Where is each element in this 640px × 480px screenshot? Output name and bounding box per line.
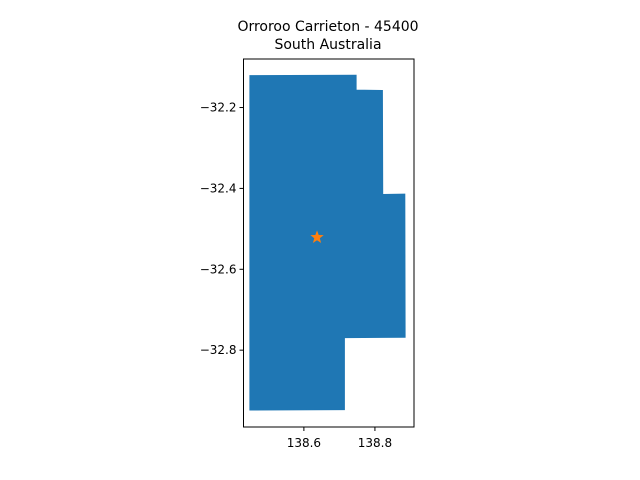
y-tick-label: −32.8: [200, 343, 237, 357]
x-tick-label: 138.8: [358, 436, 392, 450]
chart-title-line-1: Orroroo Carrieton - 45400: [237, 19, 418, 35]
y-axis: −32.2 −32.4 −32.6 −32.8: [200, 101, 244, 357]
y-tick-label: −32.2: [200, 101, 237, 115]
plot-area: [249, 74, 406, 411]
y-tick-label: −32.4: [200, 181, 237, 195]
centroid-star-marker: [310, 230, 324, 243]
y-tick-label: −32.6: [200, 262, 237, 276]
x-tick-label: 138.6: [287, 436, 321, 450]
region-polygon: [249, 74, 406, 411]
axes-frame: [243, 58, 415, 428]
x-axis: 138.6 138.8: [287, 427, 392, 450]
chart-title-line-2: South Australia: [274, 37, 381, 53]
